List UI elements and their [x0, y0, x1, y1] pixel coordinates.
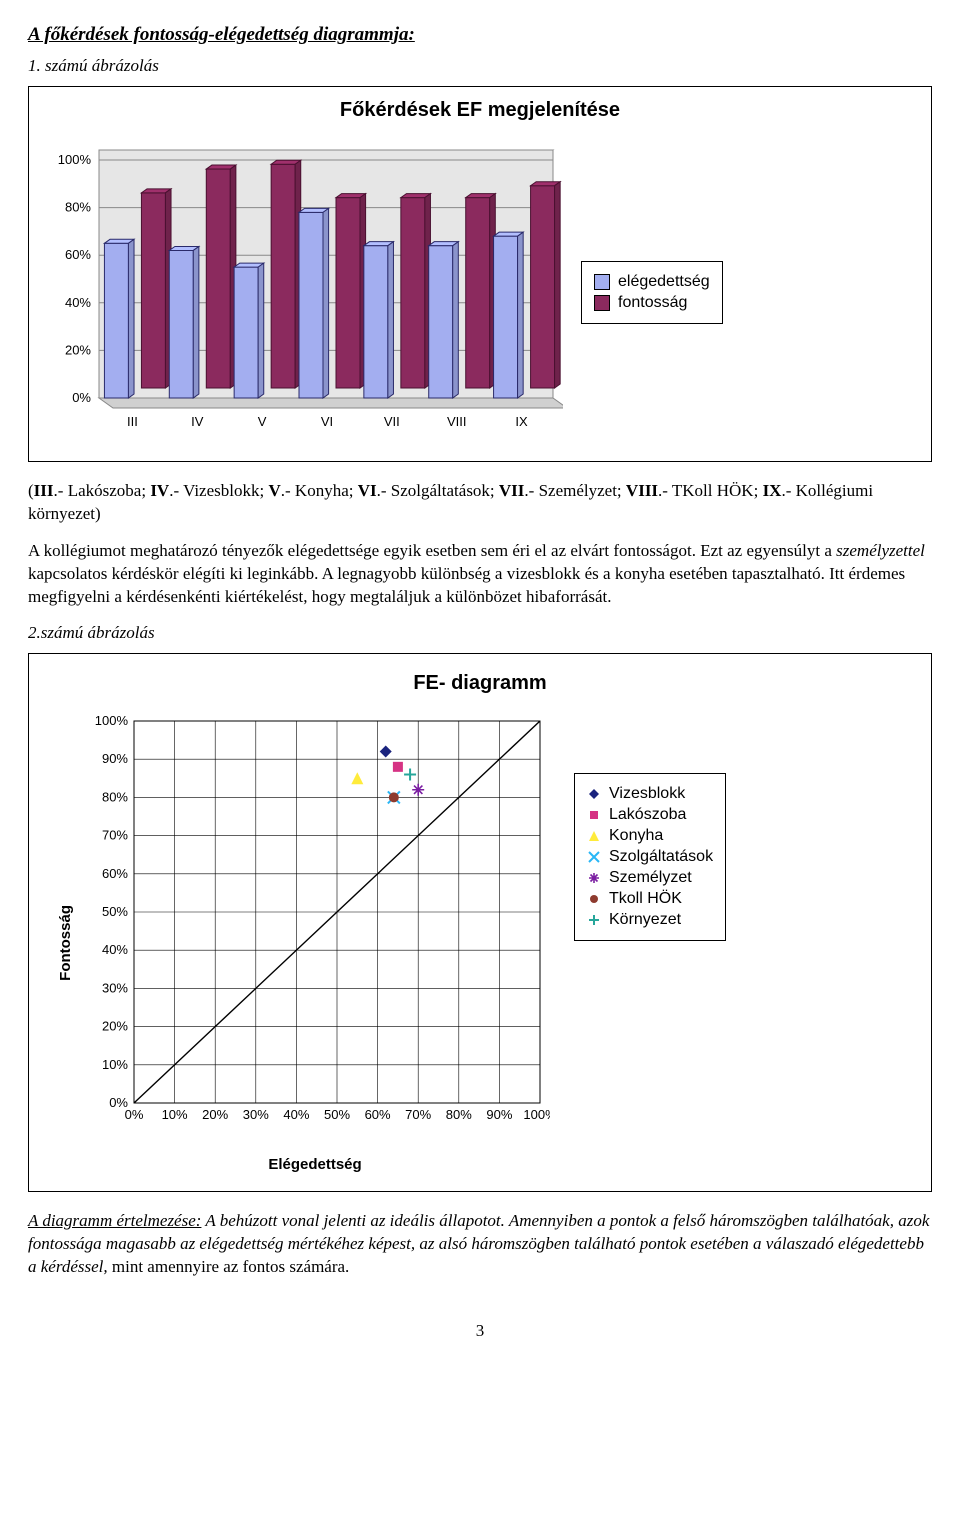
section-title: A főkérdések fontosság-elégedettség diag… [28, 24, 932, 46]
legend-item: Vizesblokk [587, 785, 713, 803]
svg-text:VII: VII [384, 414, 400, 429]
paragraph-1: A kollégiumot meghatározó tényezők elége… [28, 540, 932, 609]
svg-text:20%: 20% [102, 1018, 128, 1033]
svg-text:IV: IV [191, 414, 204, 429]
bar-chart-title: Főkérdések EF megjelenítése [43, 99, 917, 122]
circle-marker-icon [587, 892, 601, 906]
svg-text:100%: 100% [523, 1107, 550, 1122]
svg-text:VIII: VIII [447, 414, 467, 429]
svg-text:40%: 40% [65, 295, 91, 310]
legend-item: Konyha [587, 827, 713, 845]
figure-caption-1: 1. számú ábrázolás [28, 56, 932, 76]
legend-label: Konyha [609, 827, 663, 845]
svg-text:70%: 70% [405, 1107, 431, 1122]
legend-item: fontosság [594, 294, 710, 312]
svg-text:10%: 10% [102, 1056, 128, 1071]
legend-label: elégedettség [618, 273, 710, 291]
svg-text:10%: 10% [162, 1107, 188, 1122]
legend-label: Környezet [609, 911, 681, 929]
bar-chart-frame: Főkérdések EF megjelenítése 0% 20% 40% 60% 8… [28, 86, 932, 462]
svg-text:VI: VI [321, 414, 333, 429]
legend-item: Tkoll HÖK [587, 890, 713, 908]
svg-text:50%: 50% [102, 904, 128, 919]
legend-item: Szolgáltatások [587, 848, 713, 866]
svg-text:0%: 0% [72, 390, 91, 405]
fe-chart-title: FE- diagramm [57, 672, 903, 695]
triangle-marker-icon [587, 829, 601, 843]
svg-text:IX: IX [515, 414, 528, 429]
legend-label: Vizesblokk [609, 785, 685, 803]
svg-text:50%: 50% [324, 1107, 350, 1122]
svg-text:80%: 80% [446, 1107, 472, 1122]
x-marker-icon [587, 850, 601, 864]
svg-text:80%: 80% [102, 789, 128, 804]
plus-marker-icon [587, 913, 601, 927]
svg-text:90%: 90% [102, 751, 128, 766]
svg-text:80%: 80% [65, 200, 91, 215]
svg-text:40%: 40% [283, 1107, 309, 1122]
square-marker-icon [587, 808, 601, 822]
svg-text:90%: 90% [486, 1107, 512, 1122]
legend-item: elégedettség [594, 273, 710, 291]
legend-label: Lakószoba [609, 806, 686, 824]
fe-legend: Vizesblokk Lakószoba Konyha Szolgáltatások S… [574, 773, 726, 941]
legend-item: Lakószoba [587, 806, 713, 824]
svg-text:100%: 100% [58, 152, 92, 167]
svg-text:40%: 40% [102, 942, 128, 957]
fe-x-axis-label: Elégedettség [80, 1156, 550, 1173]
legend-label: fontosság [618, 294, 687, 312]
svg-text:20%: 20% [202, 1107, 228, 1122]
bar-chart: 0% 20% 40% 60% 80% 100% III IV V VI VII VIII IX [43, 140, 563, 445]
legend-item: Személyzet [587, 869, 713, 887]
svg-text:V: V [258, 414, 267, 429]
svg-text:30%: 30% [243, 1107, 269, 1122]
legend-label: Szolgáltatások [609, 848, 713, 866]
svg-text:III: III [127, 414, 138, 429]
svg-text:70%: 70% [102, 827, 128, 842]
chart-interpretation: A diagramm értelmezése: A behúzott vonal… [28, 1210, 932, 1279]
figure-caption-2: 2.számú ábrázolás [28, 623, 932, 643]
diamond-marker-icon [587, 787, 601, 801]
fe-chart: 0%0%10%10%20%20%30%30%40%40%50%50%60%60%… [80, 713, 550, 1173]
svg-text:100%: 100% [95, 713, 129, 728]
svg-text:30%: 30% [102, 980, 128, 995]
legend-item: Környezet [587, 911, 713, 929]
svg-text:60%: 60% [65, 247, 91, 262]
bar-chart-legend: elégedettség fontosság [581, 261, 723, 324]
category-mapping: (III.- Lakószoba; IV.- Vizesblokk; V.- K… [28, 480, 932, 526]
svg-text:20%: 20% [65, 342, 91, 357]
legend-label: Személyzet [609, 869, 692, 887]
legend-label: Tkoll HÖK [609, 890, 682, 908]
svg-text:60%: 60% [102, 865, 128, 880]
legend-swatch [594, 295, 610, 311]
fe-chart-frame: FE- diagramm Fontosság 0%0%10%10%20%20%3… [28, 653, 932, 1192]
svg-text:0%: 0% [109, 1095, 128, 1110]
legend-swatch [594, 274, 610, 290]
page-number: 3 [28, 1321, 932, 1341]
star-marker-icon [587, 871, 601, 885]
svg-text:60%: 60% [365, 1107, 391, 1122]
fe-y-axis-label: Fontosság [57, 905, 74, 981]
